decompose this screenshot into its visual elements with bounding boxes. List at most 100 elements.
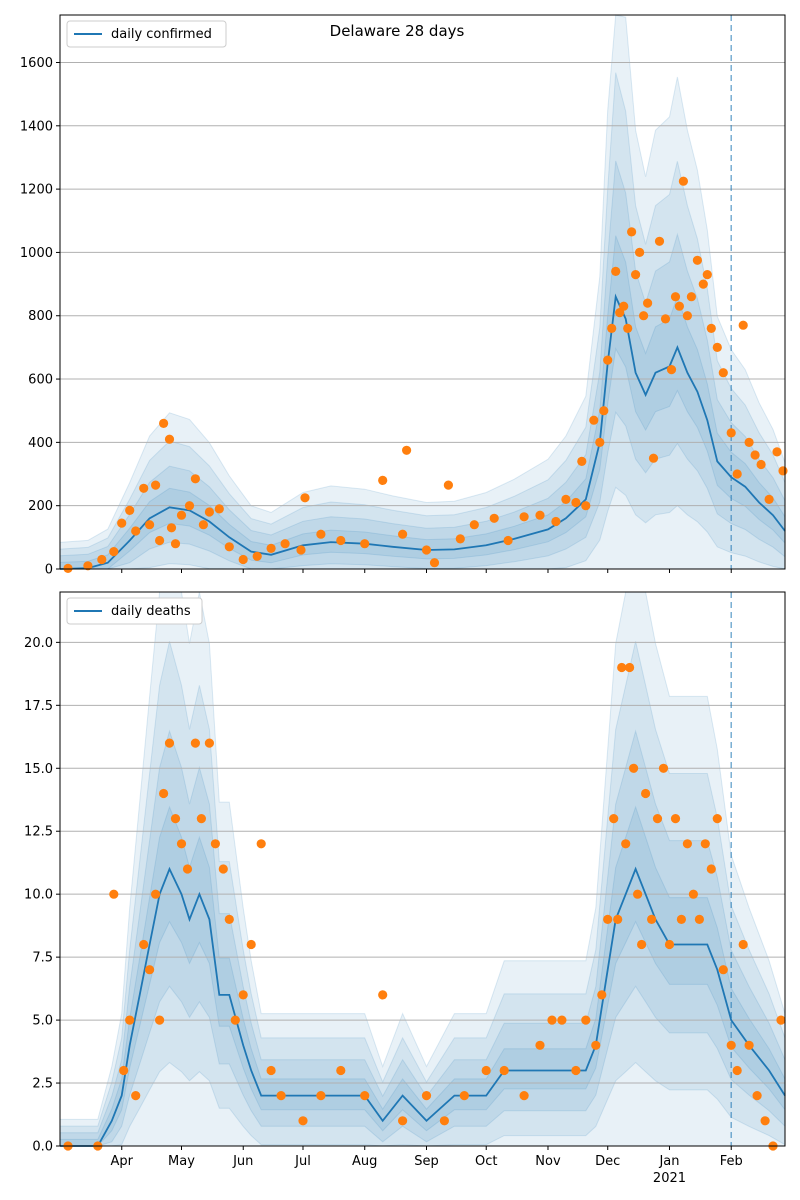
observed-point xyxy=(732,469,742,479)
observed-point xyxy=(682,311,693,321)
observed-point xyxy=(164,434,175,444)
deaths-legend-label: daily deaths xyxy=(111,604,191,619)
x-tick-label: Jan xyxy=(658,1154,679,1169)
observed-point xyxy=(732,1065,742,1076)
observed-point xyxy=(571,497,581,508)
observed-point xyxy=(670,814,681,824)
observed-point xyxy=(159,418,169,428)
observed-point xyxy=(469,520,479,530)
x-tick-label: Oct xyxy=(475,1154,497,1169)
observed-point xyxy=(151,480,161,490)
observed-point xyxy=(190,738,200,748)
observed-point xyxy=(360,1091,370,1101)
y-tick-label: 7.5 xyxy=(32,951,53,966)
y-tick-label: 200 xyxy=(28,499,53,514)
observed-point xyxy=(336,535,346,546)
observed-point xyxy=(170,539,181,549)
y-tick-label: 20.0 xyxy=(24,636,53,651)
observed-point xyxy=(83,561,93,571)
observed-point xyxy=(443,480,453,490)
observed-point xyxy=(706,323,716,333)
observed-point xyxy=(170,814,181,824)
observed-point xyxy=(712,342,722,352)
observed-point xyxy=(276,1091,286,1101)
y-tick-label: 12.5 xyxy=(24,825,53,840)
observed-point xyxy=(176,510,187,520)
observed-point xyxy=(421,1091,432,1101)
observed-point xyxy=(613,914,623,925)
observed-point xyxy=(597,990,607,1000)
observed-point xyxy=(481,1065,491,1076)
observed-point xyxy=(398,1116,408,1126)
observed-point xyxy=(131,526,141,536)
observed-point xyxy=(455,534,465,544)
confirmed-x-ticks xyxy=(121,569,732,573)
observed-point xyxy=(676,914,687,925)
confirmed-legend-box xyxy=(66,20,227,48)
observed-point xyxy=(647,914,657,925)
observed-point xyxy=(336,1065,346,1076)
observed-point xyxy=(738,320,748,330)
observed-point xyxy=(619,301,629,311)
observed-point xyxy=(166,523,177,533)
observed-point xyxy=(256,839,266,849)
observed-point xyxy=(316,529,326,539)
observed-point xyxy=(648,453,659,463)
observed-point xyxy=(300,493,310,503)
observed-point xyxy=(658,763,669,773)
observed-point xyxy=(702,270,712,280)
y-tick-label: 800 xyxy=(28,309,53,324)
observed-point xyxy=(204,738,214,748)
observed-point xyxy=(581,501,591,511)
observed-point xyxy=(698,279,708,289)
observed-point xyxy=(164,738,175,748)
observed-point xyxy=(641,788,651,799)
observed-point xyxy=(561,494,571,504)
observed-point xyxy=(238,554,248,565)
y-tick-label: 10.0 xyxy=(24,888,53,903)
observed-point xyxy=(660,314,671,324)
deaths-axes-frame xyxy=(59,591,786,1147)
observed-point xyxy=(224,914,234,925)
observed-point xyxy=(652,814,663,824)
deaths-legend: daily deaths xyxy=(66,597,203,625)
observed-point xyxy=(654,236,665,246)
observed-point xyxy=(551,516,561,527)
observed-point xyxy=(694,914,705,925)
observed-point xyxy=(246,939,256,950)
observed-point xyxy=(718,368,728,378)
observed-point xyxy=(159,788,169,799)
observed-point xyxy=(109,547,119,557)
observed-point xyxy=(429,558,440,568)
y-tick-label: 1000 xyxy=(20,246,53,261)
observed-point xyxy=(398,529,408,539)
observed-point xyxy=(643,298,653,308)
observed-point xyxy=(764,494,774,504)
y-tick-label: 600 xyxy=(28,373,53,388)
deaths-model-line xyxy=(60,866,786,1147)
observed-point xyxy=(266,543,276,554)
chart-title: Delaware 28 days xyxy=(330,22,465,40)
observed-point xyxy=(700,839,710,849)
observed-point xyxy=(218,864,228,874)
observed-point xyxy=(603,914,613,925)
observed-point xyxy=(738,939,748,950)
observed-point xyxy=(151,889,161,899)
observed-point xyxy=(577,456,587,466)
x-tick-label: Aug xyxy=(352,1154,377,1169)
observed-point xyxy=(402,445,412,455)
observed-point xyxy=(744,1040,754,1050)
observed-point xyxy=(726,1040,736,1050)
observed-point xyxy=(238,990,248,1000)
observed-point xyxy=(421,545,432,555)
observed-point xyxy=(617,662,627,673)
observed-point xyxy=(224,542,234,552)
observed-point xyxy=(378,990,388,1000)
confirmed-panel: 0 200 400 600 800 1000 1200 1400 1600 Delaware 2… xyxy=(20,14,788,578)
x-tick-label: Sep xyxy=(414,1154,439,1169)
observed-point xyxy=(625,662,635,673)
observed-point xyxy=(631,270,641,280)
observed-point xyxy=(752,1091,762,1101)
observed-point xyxy=(712,814,722,824)
y-tick-label: 0 xyxy=(45,563,53,578)
